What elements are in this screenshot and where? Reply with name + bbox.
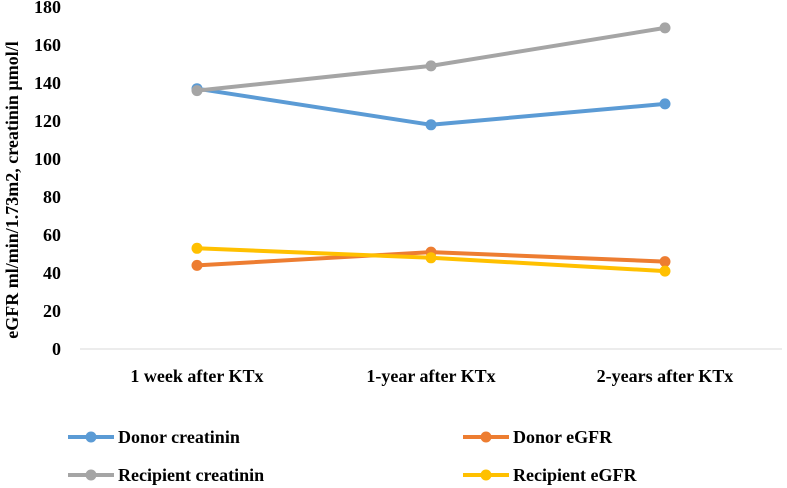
data-point xyxy=(191,85,203,97)
data-point xyxy=(191,242,203,254)
y-axis: 0 20 40 60 80 100 120 140 160 180 xyxy=(34,0,61,359)
x-tick-label: 1 week after KTx xyxy=(130,366,263,386)
y-tick-label: 160 xyxy=(34,35,61,55)
y-tick-label: 100 xyxy=(34,149,61,169)
legend-item: Donor eGFR xyxy=(463,427,613,447)
legend-swatch-marker xyxy=(480,469,492,481)
y-axis-title: eGFR ml/min/1.73m2, creatinin µmol/l xyxy=(2,41,22,339)
data-point xyxy=(659,256,671,268)
y-tick-label: 40 xyxy=(43,263,61,283)
legend-swatch-marker xyxy=(85,469,97,481)
legend-item: Donor creatinin xyxy=(68,427,240,447)
y-tick-label: 120 xyxy=(34,111,61,131)
x-tick-label: 1-year after KTx xyxy=(366,366,495,386)
data-point xyxy=(659,265,671,277)
data-point xyxy=(659,98,671,110)
y-tick-label: 60 xyxy=(43,225,61,245)
series-line xyxy=(195,25,667,93)
series-recipient-egfr xyxy=(191,242,671,277)
legend-swatch-marker xyxy=(85,431,97,443)
legend-label: Recipient eGFR xyxy=(513,465,637,485)
legend: Donor creatinin Donor eGFR Recipient creat… xyxy=(68,427,637,485)
y-tick-label: 80 xyxy=(43,187,61,207)
series-layer xyxy=(191,22,671,277)
data-point xyxy=(425,252,437,264)
y-tick-label: 180 xyxy=(34,0,61,17)
y-tick-label: 140 xyxy=(34,73,61,93)
data-point xyxy=(425,119,437,131)
x-tick-label: 2-years after KTx xyxy=(597,366,734,386)
data-point xyxy=(659,22,671,34)
legend-item: Recipient creatinin xyxy=(68,465,264,485)
series-recipient-creatinin xyxy=(191,22,671,97)
legend-label: Donor eGFR xyxy=(513,427,613,447)
data-point xyxy=(191,259,203,271)
y-tick-label: 0 xyxy=(52,339,61,359)
legend-item: Recipient eGFR xyxy=(463,465,637,485)
series-donor-egfr xyxy=(191,246,671,271)
y-tick-label: 20 xyxy=(43,301,61,321)
legend-label: Recipient creatinin xyxy=(118,465,264,485)
data-point xyxy=(425,60,437,72)
legend-swatch-marker xyxy=(480,431,492,443)
x-axis: 1 week after KTx 1-year after KTx 2-years … xyxy=(80,348,782,386)
legend-label: Donor creatinin xyxy=(118,427,240,447)
series-donor-creatinin xyxy=(191,83,671,131)
